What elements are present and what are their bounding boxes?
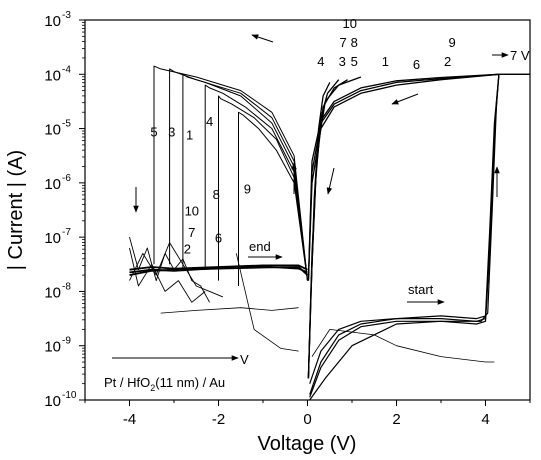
sweep-arrows bbox=[112, 34, 509, 361]
x-tick-label: -2 bbox=[212, 411, 225, 428]
y-tick-exponent: -8 bbox=[62, 281, 71, 292]
set-curve-4 bbox=[307, 76, 362, 379]
arrow-lrs-left bbox=[391, 93, 419, 105]
stop-voltage-label: 7 V bbox=[510, 48, 530, 63]
noise-curve-3 bbox=[129, 247, 206, 303]
misc-curve-3 bbox=[311, 329, 495, 363]
misc-curve-2 bbox=[235, 253, 299, 352]
reset-curve-5 bbox=[218, 95, 308, 281]
y-tick-label: 10 bbox=[44, 13, 61, 30]
hrs-curve-3 bbox=[309, 73, 530, 398]
cycle-label: 5 bbox=[150, 125, 157, 140]
x-tick-label: -4 bbox=[123, 411, 136, 428]
x-tick-label: 4 bbox=[481, 411, 489, 428]
cycle-label: 7 bbox=[339, 35, 346, 50]
cycle-label: 9 bbox=[244, 182, 251, 197]
cycle-label: 4 bbox=[317, 54, 324, 69]
cycle-label: 2 bbox=[184, 241, 191, 256]
device-stack-part-1: Pt / HfO bbox=[104, 375, 150, 390]
start-label: start bbox=[408, 282, 434, 297]
end-curve-1 bbox=[129, 264, 308, 271]
y-tick-exponent: -9 bbox=[62, 336, 71, 347]
hrs-curve-2 bbox=[309, 73, 530, 384]
cycle-label: 3 bbox=[339, 54, 346, 69]
misc-curve-1 bbox=[160, 307, 299, 314]
device-stack-part-2: (11 nm) / Au bbox=[155, 375, 225, 390]
arrow-top-left bbox=[251, 34, 274, 43]
y-tick-exponent: -3 bbox=[62, 10, 71, 21]
cycle-label: 10 bbox=[343, 16, 357, 31]
cycle-label: 3 bbox=[168, 125, 175, 140]
y-tick-exponent: -6 bbox=[62, 173, 71, 184]
cycle-label: 2 bbox=[444, 54, 451, 69]
y-tick-label: 10 bbox=[44, 176, 61, 193]
y-tick-label: 10 bbox=[44, 339, 61, 356]
arrow-center-down bbox=[326, 167, 335, 195]
cycle-label: 4 bbox=[206, 114, 213, 129]
y-tick-exponent: -4 bbox=[62, 64, 71, 75]
reset-curve-4 bbox=[204, 84, 308, 281]
hrs-curve-1 bbox=[309, 73, 530, 395]
cycle-label: 1 bbox=[382, 54, 389, 69]
noise-curve-1 bbox=[129, 236, 210, 303]
y-tick-exponent: -7 bbox=[62, 227, 71, 238]
cycle-label: 10 bbox=[185, 203, 199, 218]
lrs-return-curve-1 bbox=[307, 73, 499, 281]
reset-curve-1 bbox=[153, 65, 308, 281]
cycle-label: 5 bbox=[351, 54, 358, 69]
y-tick-label: 10 bbox=[44, 393, 61, 410]
x-tick-label: 2 bbox=[392, 411, 400, 428]
end-curve-3 bbox=[129, 265, 308, 274]
y-tick-label: 10 bbox=[44, 67, 61, 84]
lrs-return-curve-3 bbox=[307, 73, 499, 281]
reset-curve-3 bbox=[182, 73, 308, 281]
cycle-label: 8 bbox=[213, 187, 220, 202]
cycle-label: 9 bbox=[449, 35, 456, 50]
y-tick-exponent: -5 bbox=[62, 119, 71, 130]
data-curves bbox=[129, 65, 530, 401]
y-tick-label: 10 bbox=[44, 122, 61, 139]
noise-curve-2 bbox=[129, 242, 224, 298]
cycle-label: 8 bbox=[351, 35, 358, 50]
x-tick-label: 0 bbox=[303, 411, 311, 428]
cycle-label: 6 bbox=[413, 57, 420, 72]
hrs-curve-4 bbox=[309, 74, 500, 401]
sweep-voltage-label: V bbox=[240, 352, 249, 367]
device-stack-label: Pt / HfO2(11 nm) / Au bbox=[104, 375, 225, 393]
cycle-label: 1 bbox=[186, 127, 193, 142]
y-tick-label: 10 bbox=[44, 230, 61, 247]
cycle-label: 7 bbox=[188, 225, 195, 240]
x-axis-ticks: -4 -2 0 2 4 bbox=[84, 400, 531, 428]
device-stack-subscript: 2 bbox=[150, 383, 155, 393]
y-axis-label: | Current | (A) bbox=[5, 150, 27, 270]
end-label: end bbox=[249, 239, 271, 254]
y-tick-label: 10 bbox=[44, 284, 61, 301]
x-axis-label: Voltage (V) bbox=[258, 433, 357, 455]
lrs-return-curve-2 bbox=[307, 73, 499, 281]
reset-curve-2 bbox=[169, 68, 308, 281]
cycle-label: 6 bbox=[215, 231, 222, 246]
y-tick-exponent: -10 bbox=[62, 390, 77, 401]
